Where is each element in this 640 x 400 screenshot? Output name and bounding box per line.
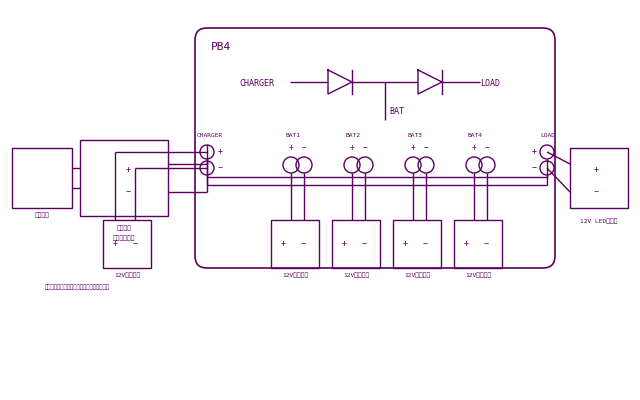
Text: −: − [532,164,537,172]
Text: BAT2: BAT2 [346,133,361,138]
Text: −: − [125,188,131,196]
Text: +: + [113,240,118,248]
Text: +: + [280,240,285,248]
Text: +: + [218,148,223,156]
Bar [271,220,319,268]
Text: −: − [484,144,490,152]
Text: 12V鱉蓄電池: 12V鱉蓄電池 [343,272,369,278]
Bar [12,148,72,208]
Text: −: − [132,240,138,248]
Text: BAT: BAT [389,108,404,116]
Text: PB4: PB4 [211,42,231,52]
Text: −: − [363,144,367,152]
Bar [454,220,502,268]
Text: LOAD: LOAD [540,133,555,138]
Text: −: − [593,188,598,196]
Text: 太陽電池: 太陽電池 [35,212,49,218]
Text: BAT1: BAT1 [285,133,300,138]
Text: +: + [125,166,131,174]
Text: +: + [403,240,408,248]
Text: −: − [301,240,305,248]
Text: CHARGER: CHARGER [239,80,274,88]
Text: −: − [218,164,223,172]
Text: 12V鱉蓄電池: 12V鱉蓄電池 [114,272,140,278]
Text: 12V鱉蓄電池: 12V鱉蓄電池 [465,272,491,278]
Bar [332,220,380,268]
Text: 12V鱉蓄電池: 12V鱉蓄電池 [282,272,308,278]
Text: +: + [342,240,346,248]
Text: （コントローラ駆動用が電源が必要な場合）: （コントローラ駆動用が電源が必要な場合） [45,284,110,290]
Text: BAT3: BAT3 [407,133,422,138]
Text: +: + [349,144,355,152]
Text: BAT4: BAT4 [468,133,483,138]
Text: LOAD: LOAD [480,80,500,88]
Text: +: + [289,144,293,152]
Text: +: + [463,240,468,248]
Text: +: + [532,148,537,156]
Text: −: − [301,144,307,152]
Text: 太陽電池: 太陽電池 [116,225,131,230]
Text: −: − [422,240,428,248]
Text: +: + [593,166,598,174]
Bar [570,148,628,208]
Text: −: − [424,144,428,152]
Text: 12V鱉蓄電池: 12V鱉蓄電池 [404,272,430,278]
Bar [80,140,168,216]
Text: −: − [362,240,367,248]
Text: +: + [411,144,415,152]
Text: 12V LEDライト: 12V LEDライト [580,218,618,224]
Bar [103,220,151,268]
Text: CHARGER: CHARGER [197,133,223,138]
Text: コントローラ: コントローラ [113,235,135,240]
Text: +: + [472,144,476,152]
Bar [393,220,441,268]
Text: −: − [483,240,488,248]
